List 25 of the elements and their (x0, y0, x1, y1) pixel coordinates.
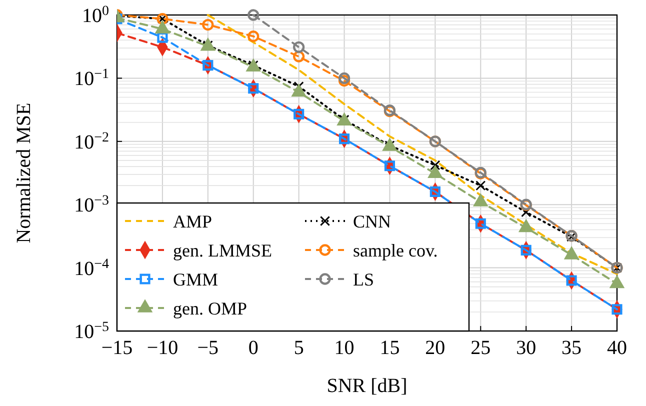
x-tick-label: −10 (146, 337, 178, 360)
x-tick-label: 5 (294, 337, 304, 360)
legend-label: sample cov. (353, 240, 438, 260)
legend-label: AMP (173, 211, 212, 232)
y-tick-label: 10$^{−1}$ (74, 66, 109, 90)
y-axis-title: Normalized MSE (13, 102, 35, 244)
x-tick-label: 40 (607, 337, 627, 360)
y-tick-label: 10$^{−3}$ (74, 193, 109, 217)
x-tick-label: 0 (248, 337, 258, 360)
legend-label: GMM (173, 269, 218, 290)
x-tick-label: −5 (197, 337, 219, 360)
legend-label: gen. OMP (173, 298, 248, 318)
x-tick-label: 15 (380, 337, 400, 360)
legend-label: gen. LMMSE (173, 240, 272, 260)
y-tick-label: 10$^{−2}$ (74, 130, 109, 154)
x-tick-label: 35 (562, 337, 582, 360)
legend-label: CNN (353, 211, 392, 232)
x-tick-label: 30 (516, 337, 536, 360)
y-tick-label: 10$^{−4}$ (74, 256, 109, 280)
y-tick-label: 10$^{0}$ (82, 4, 109, 27)
legend-label: LS (353, 269, 374, 290)
x-tick-label: 20 (425, 337, 446, 360)
x-tick-label: 25 (470, 337, 491, 360)
x-tick-label: 10 (334, 337, 354, 360)
x-axis-title: SNR [dB] (326, 375, 408, 397)
